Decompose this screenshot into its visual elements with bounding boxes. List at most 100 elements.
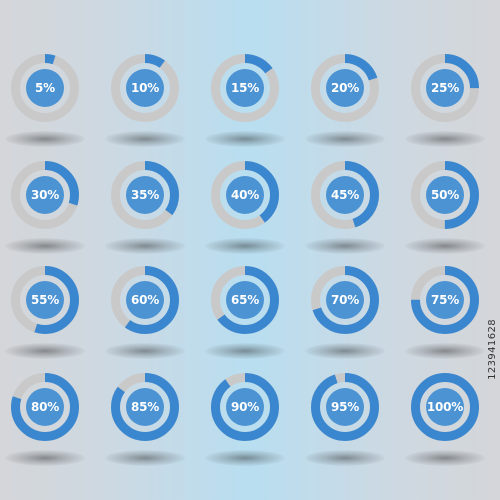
drop-shadow xyxy=(105,450,185,466)
progress-ring-icon xyxy=(111,373,179,441)
percent-label: 70% xyxy=(330,293,360,307)
progress-ring-icon xyxy=(11,54,79,122)
percent-indicator-45: 45% xyxy=(300,160,390,280)
center-disc xyxy=(326,176,364,214)
center-disc xyxy=(326,281,364,319)
center-disc xyxy=(226,388,264,426)
percent-indicator-10: 10% xyxy=(100,53,190,173)
percent-indicator-20: 20% xyxy=(300,53,390,173)
percent-label: 80% xyxy=(30,400,60,414)
percent-indicator-15: 15% xyxy=(200,53,290,173)
ring-progress-arc xyxy=(111,161,179,229)
progress-ring-icon xyxy=(411,54,479,122)
ring-progress-arc xyxy=(211,54,279,122)
percent-indicator-75: 75% xyxy=(400,265,490,385)
percent-label: 100% xyxy=(426,400,464,414)
center-disc xyxy=(26,388,64,426)
progress-ring-icon xyxy=(111,54,179,122)
center-disc xyxy=(26,69,64,107)
progress-ring-icon xyxy=(211,266,279,334)
percent-label: 45% xyxy=(330,188,360,202)
ring-progress-arc xyxy=(11,266,79,334)
percent-indicator-65: 65% xyxy=(200,265,290,385)
ring-progress-arc xyxy=(11,373,79,441)
progress-ring-icon xyxy=(11,373,79,441)
ring-progress-arc xyxy=(211,373,279,441)
progress-ring-icon xyxy=(311,161,379,229)
drop-shadow xyxy=(5,343,85,359)
percent-label: 90% xyxy=(230,400,260,414)
percent-indicator-90: 90% xyxy=(200,372,290,492)
percent-indicator-80: 80% xyxy=(0,372,90,492)
progress-ring-icon xyxy=(411,161,479,229)
drop-shadow xyxy=(205,450,285,466)
progress-ring-icon xyxy=(411,266,479,334)
ring-progress-arc xyxy=(111,266,179,334)
ring-progress-arc xyxy=(411,266,479,334)
percent-label: 35% xyxy=(130,188,160,202)
drop-shadow xyxy=(405,343,485,359)
center-disc xyxy=(26,176,64,214)
drop-shadow xyxy=(305,131,385,147)
ring-progress-arc xyxy=(411,161,479,229)
percent-indicator-95: 95% xyxy=(300,372,390,492)
progress-ring-icon xyxy=(311,54,379,122)
center-disc xyxy=(426,176,464,214)
center-disc xyxy=(126,281,164,319)
percent-label: 5% xyxy=(35,81,55,95)
progress-ring-icon xyxy=(111,266,179,334)
drop-shadow xyxy=(205,131,285,147)
ring-progress-arc xyxy=(311,266,379,334)
progress-ring-icon xyxy=(311,266,379,334)
percent-indicator-25: 25% xyxy=(400,53,490,173)
center-disc xyxy=(26,281,64,319)
percent-label: 55% xyxy=(30,293,60,307)
percent-label: 65% xyxy=(230,293,260,307)
center-disc xyxy=(126,69,164,107)
progress-ring-icon xyxy=(411,373,479,441)
percent-label: 95% xyxy=(330,400,360,414)
ring-progress-arc xyxy=(411,373,479,441)
progress-ring-icon xyxy=(211,54,279,122)
percent-label: 30% xyxy=(30,188,60,202)
progress-ring-icon xyxy=(211,373,279,441)
center-disc xyxy=(426,69,464,107)
center-disc xyxy=(426,388,464,426)
drop-shadow xyxy=(5,131,85,147)
percent-label: 85% xyxy=(130,400,160,414)
center-disc xyxy=(226,176,264,214)
percent-indicator-55: 55% xyxy=(0,265,90,385)
ring-progress-arc xyxy=(111,373,179,441)
ring-progress-arc xyxy=(411,54,479,122)
stock-id-watermark: 123941628 xyxy=(487,319,498,380)
percent-label: 60% xyxy=(130,293,160,307)
center-disc xyxy=(326,388,364,426)
percent-indicator-50: 50% xyxy=(400,160,490,280)
ring-progress-arc xyxy=(311,373,379,441)
percent-indicator-5: 5% xyxy=(0,53,90,173)
drop-shadow xyxy=(5,238,85,254)
drop-shadow xyxy=(105,343,185,359)
drop-shadow xyxy=(305,450,385,466)
percent-indicator-70: 70% xyxy=(300,265,390,385)
drop-shadow xyxy=(405,131,485,147)
ring-progress-arc xyxy=(211,266,279,334)
percent-label: 75% xyxy=(430,293,460,307)
drop-shadow xyxy=(205,343,285,359)
ring-progress-arc xyxy=(211,161,279,229)
ring-progress-arc xyxy=(311,54,379,122)
percent-indicator-40: 40% xyxy=(200,160,290,280)
drop-shadow xyxy=(405,238,485,254)
center-disc xyxy=(226,281,264,319)
percent-label: 15% xyxy=(230,81,260,95)
percent-label: 40% xyxy=(230,188,260,202)
drop-shadow xyxy=(105,238,185,254)
percent-label: 10% xyxy=(130,81,160,95)
progress-ring-icon xyxy=(111,161,179,229)
center-disc xyxy=(426,281,464,319)
center-disc xyxy=(226,69,264,107)
drop-shadow xyxy=(405,450,485,466)
progress-ring-icon xyxy=(311,373,379,441)
percent-label: 20% xyxy=(330,81,360,95)
